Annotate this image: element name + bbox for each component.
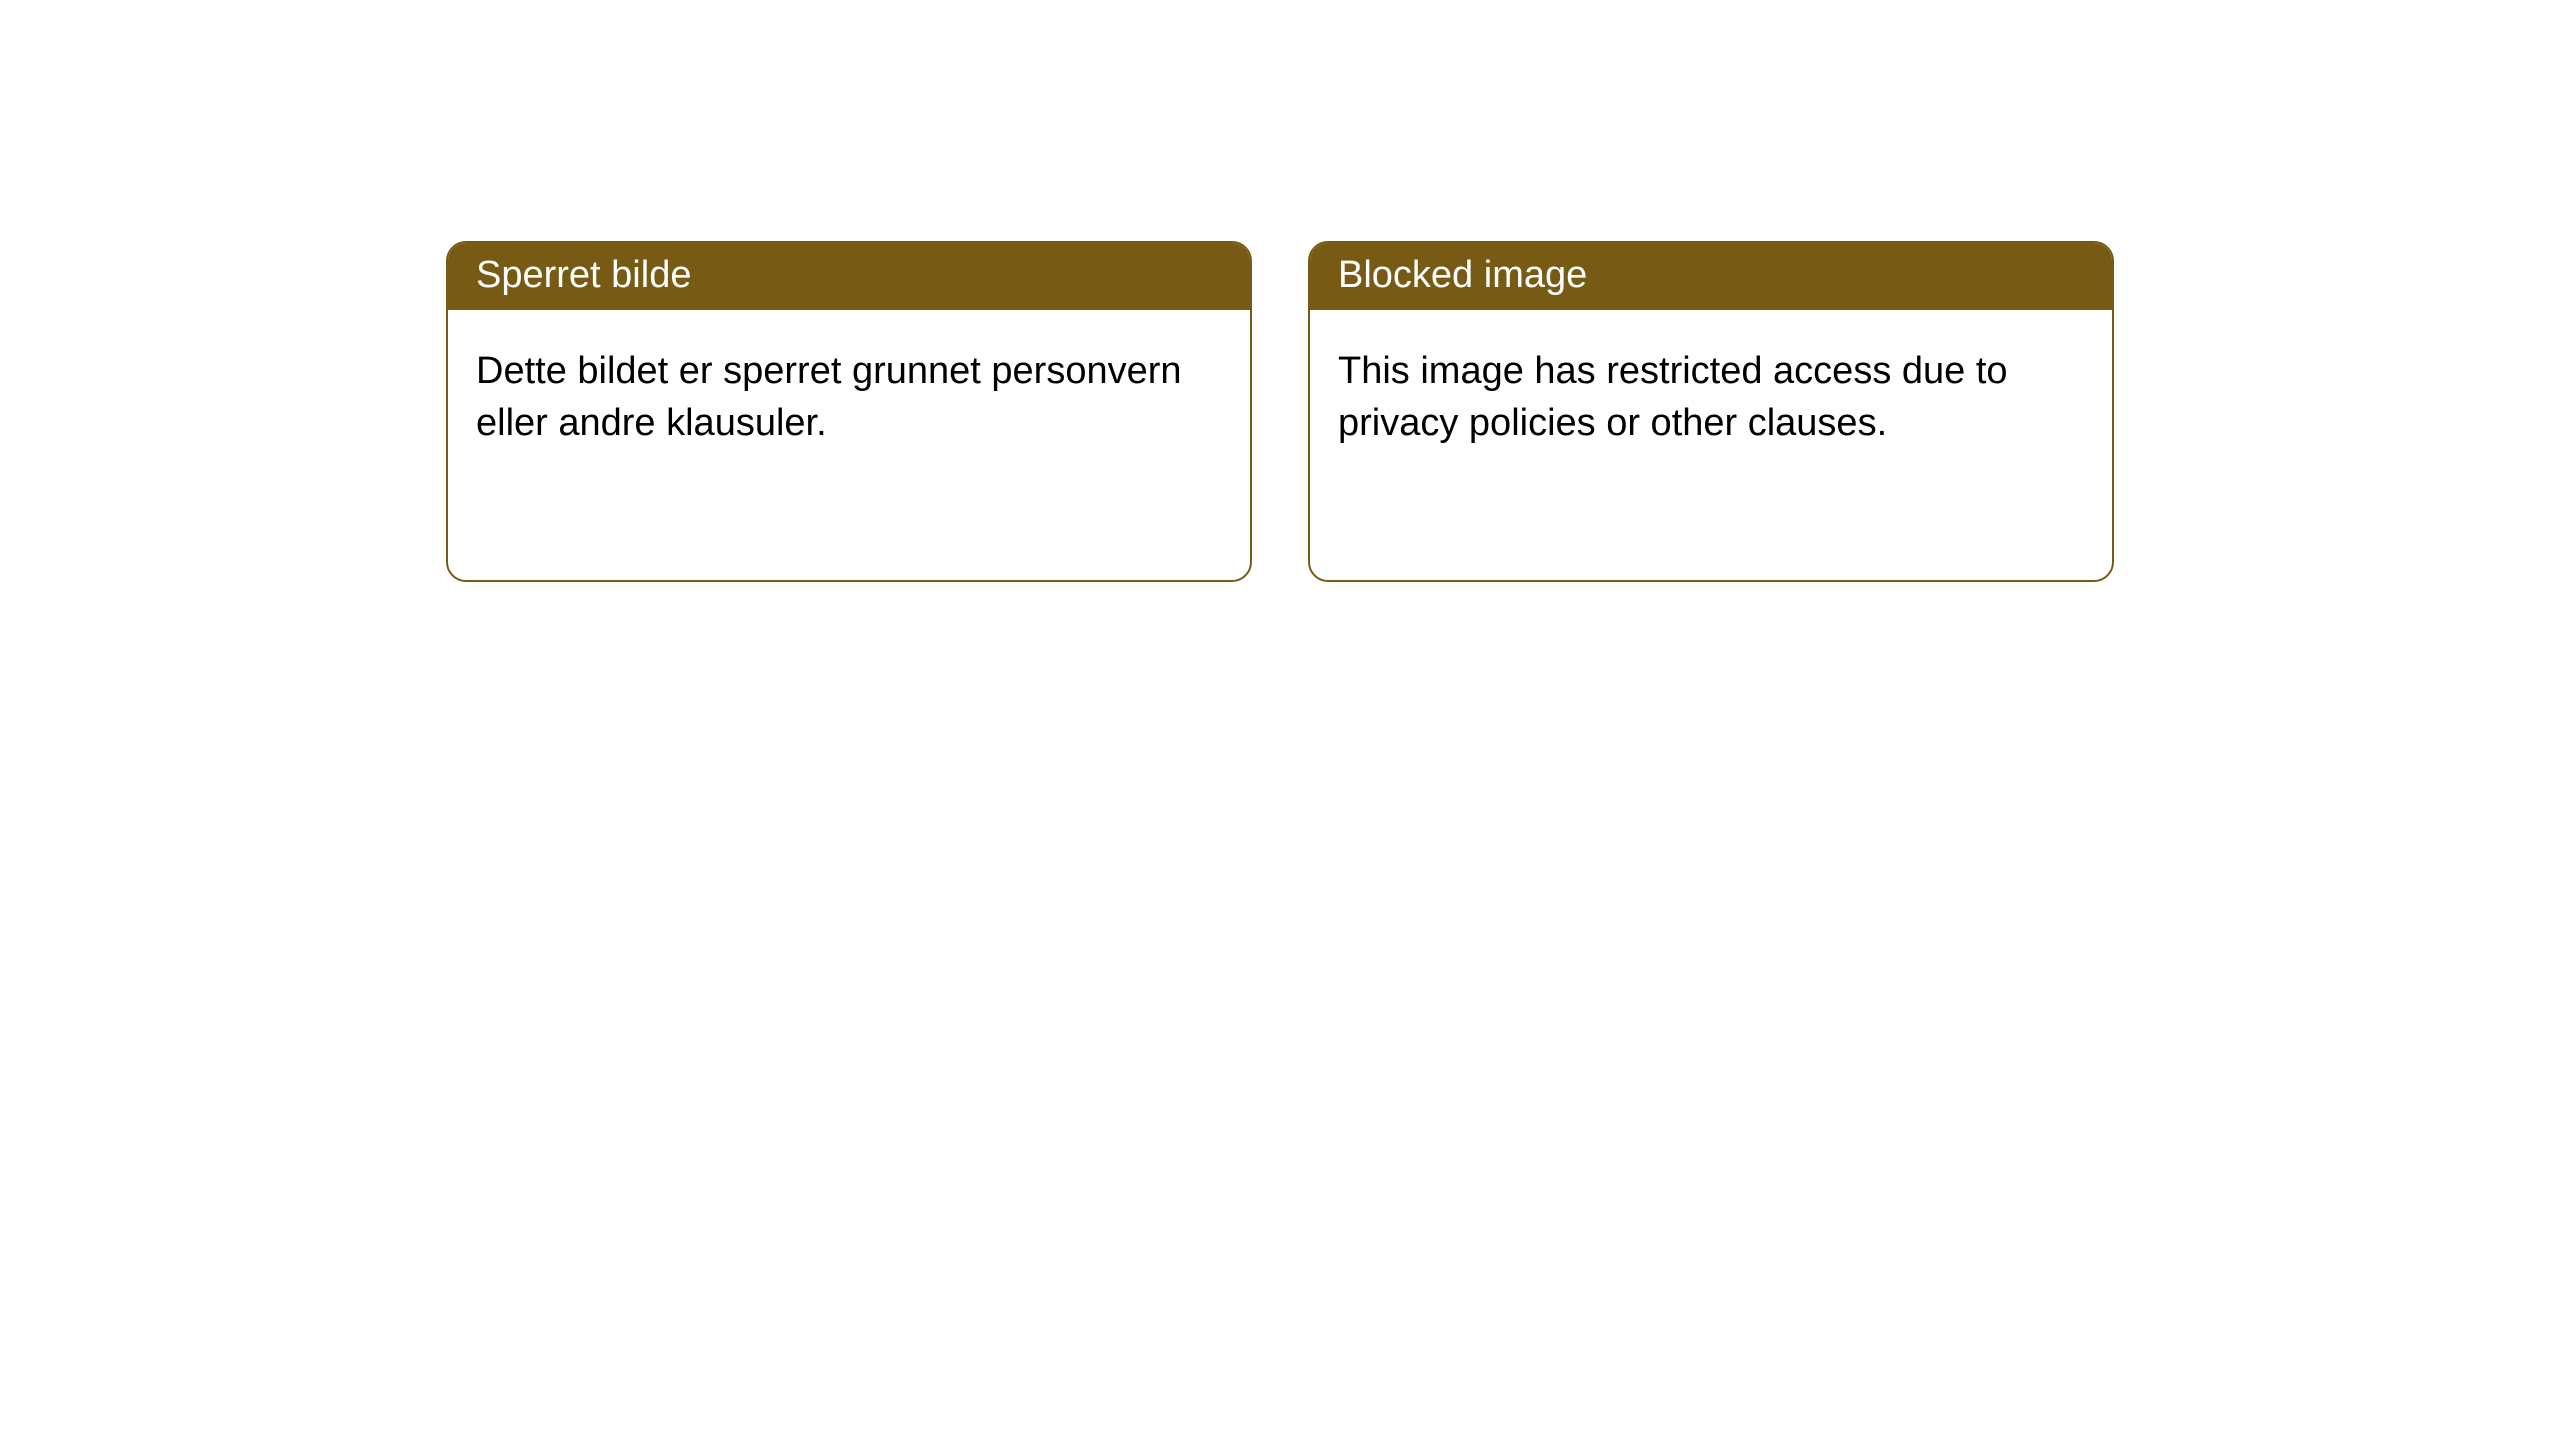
notice-cards-container: Sperret bilde Dette bildet er sperret gr… [0, 0, 2560, 582]
notice-card-title: Sperret bilde [448, 243, 1250, 310]
notice-card-title: Blocked image [1310, 243, 2112, 310]
notice-card-body: Dette bildet er sperret grunnet personve… [448, 310, 1250, 580]
notice-card-english: Blocked image This image has restricted … [1308, 241, 2114, 582]
notice-card-norwegian: Sperret bilde Dette bildet er sperret gr… [446, 241, 1252, 582]
notice-card-body: This image has restricted access due to … [1310, 310, 2112, 580]
